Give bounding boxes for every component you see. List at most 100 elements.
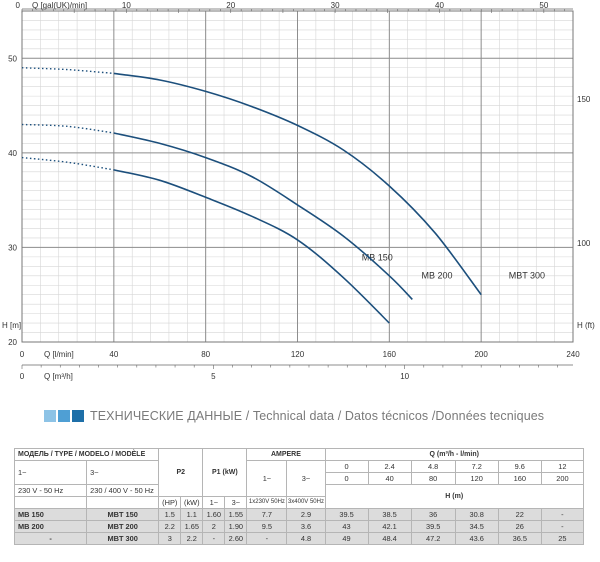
x-tick-label: 120 <box>291 350 305 359</box>
cell-p1-3ph: 1.90 <box>224 520 248 533</box>
square-light <box>44 410 56 422</box>
cell-head: 36 <box>410 508 456 521</box>
cell-head: 38.5 <box>367 508 412 521</box>
cell-head: 36.5 <box>497 532 542 545</box>
x-tick-label: 240 <box>566 350 580 359</box>
square-dark <box>72 410 84 422</box>
x-tick-label: 0 <box>20 350 25 359</box>
cell-kw: 1.1 <box>180 508 204 521</box>
cell-p1-3ph: 1.55 <box>224 508 248 521</box>
curve-label: MB 150 <box>362 253 393 263</box>
header-amp-1ph: 1~ <box>246 460 288 497</box>
curve-label: MBT 300 <box>509 271 545 281</box>
table-row: MB 200 MBT 200 2.2 1.65 2 1.90 9.5 3.6 4… <box>13 520 585 533</box>
table-row: - MBT 300 3 2.2 - 2.60 - 4.8 49 48.4 47.… <box>13 532 585 545</box>
cell-amp-3ph: 2.9 <box>286 508 326 521</box>
cell-kw: 2.2 <box>180 532 204 545</box>
curve-mb-150 <box>113 169 390 324</box>
header-ampere: AMPERE <box>246 448 326 461</box>
y-tick-label-right: 150 <box>577 95 591 104</box>
curve-mb-200 <box>113 132 413 300</box>
cell-head: 39.5 <box>324 508 369 521</box>
model-1ph: MB 200 <box>13 520 88 533</box>
cell-p1-1ph: 1.60 <box>202 508 226 521</box>
blank-cell <box>13 496 88 509</box>
q-lmin-4: 160 <box>497 472 542 485</box>
model-3ph: MBT 150 <box>86 508 160 521</box>
cell-hp: 3 <box>158 532 182 545</box>
cell-hp: 1.5 <box>158 508 182 521</box>
x-axis-label: Q [l/min] <box>44 350 74 359</box>
header-p1-3ph: 3~ <box>224 496 248 509</box>
cell-head: 42.1 <box>367 520 412 533</box>
header-head: H (m) <box>324 484 584 509</box>
q-m3h-1: 2.4 <box>367 460 412 473</box>
y-tick-label-left: 50 <box>8 54 17 63</box>
cell-head: 49 <box>324 532 369 545</box>
cell-head: 25 <box>540 532 585 545</box>
q-m3h-4: 9.6 <box>497 460 542 473</box>
cell-head: 39.5 <box>410 520 456 533</box>
top-tick-label: 20 <box>226 1 235 10</box>
cell-hp: 2.2 <box>158 520 182 533</box>
q-lmin-5: 200 <box>540 472 585 485</box>
section-squares <box>44 410 84 422</box>
x-tick-label: 200 <box>474 350 488 359</box>
cell-head: 43.6 <box>454 532 499 545</box>
cell-p1-1ph: - <box>202 532 226 545</box>
q-lmin-0: 0 <box>324 472 369 485</box>
cell-head: 48.4 <box>367 532 412 545</box>
cell-head: - <box>540 520 585 533</box>
x-tick-label: 160 <box>383 350 397 359</box>
q-lmin-1: 40 <box>367 472 412 485</box>
top-tick-label: 50 <box>539 1 548 10</box>
model-3ph: MBT 200 <box>86 520 160 533</box>
cell-head: 26 <box>497 520 542 533</box>
header-model: МОДЕЛЬ / TYPE / MODELO / MODÈLE <box>13 448 160 461</box>
q-m3h-3: 7.2 <box>454 460 499 473</box>
top-tick-label: 0 <box>16 1 21 10</box>
model-1ph: MB 150 <box>13 508 88 521</box>
cell-amp-3ph: 4.8 <box>286 532 326 545</box>
section-title: ТЕХНИЧЕСКИЕ ДАННЫЕ / Technical data / Da… <box>90 409 545 423</box>
bottom-tick-label: 0 <box>20 372 25 381</box>
top-tick-label: 30 <box>331 1 340 10</box>
y-axis-label-left: H [m] <box>2 321 21 330</box>
header-amp-voltage-3ph: 3x400V 50Hz <box>286 496 326 509</box>
header-p1: P1 (kW) <box>202 448 248 497</box>
header-amp-voltage-1ph: 1x230V 50Hz <box>246 496 288 509</box>
q-lmin-3: 120 <box>454 472 499 485</box>
cell-amp-1ph: - <box>246 532 288 545</box>
cell-p1-3ph: 2.60 <box>224 532 248 545</box>
header-amp-3ph: 3~ <box>286 460 326 497</box>
blank-cell <box>86 496 160 509</box>
curve-label: MB 200 <box>421 271 452 281</box>
cell-amp-3ph: 3.6 <box>286 520 326 533</box>
curve-mbt-300 <box>113 72 482 296</box>
q-m3h-0: 0 <box>324 460 369 473</box>
y-tick-label-right: 100 <box>577 239 591 248</box>
header-3ph: 3~ <box>86 460 160 485</box>
q-m3h-5: 12 <box>540 460 585 473</box>
y-tick-label-left: 30 <box>8 243 17 252</box>
y-tick-label-left: 20 <box>8 338 17 347</box>
top-tick-label: 40 <box>435 1 444 10</box>
cell-head: 34.5 <box>454 520 499 533</box>
top-axis-label: Q [gal(UK)/min] <box>32 1 87 10</box>
header-hp: (HP) <box>158 496 182 509</box>
square-mid <box>58 410 70 422</box>
header-q: Q (m³/h - l/min) <box>324 448 584 461</box>
top-tick-label: 10 <box>122 1 131 10</box>
header-kw: (kW) <box>180 496 204 509</box>
q-m3h-2: 4.8 <box>410 460 456 473</box>
y-tick-label-left: 40 <box>8 149 17 158</box>
header-voltage-1ph: 230 V - 50 Hz <box>13 484 88 497</box>
y-axis-label-right: H (ft) <box>577 321 595 330</box>
cell-amp-1ph: 7.7 <box>246 508 288 521</box>
x-tick-label: 40 <box>109 350 118 359</box>
bottom-axis-label: Q [m³/h] <box>44 372 73 381</box>
model-3ph: MBT 300 <box>86 532 160 545</box>
cell-head: 47.2 <box>410 532 456 545</box>
bottom-tick-label: 10 <box>400 372 409 381</box>
